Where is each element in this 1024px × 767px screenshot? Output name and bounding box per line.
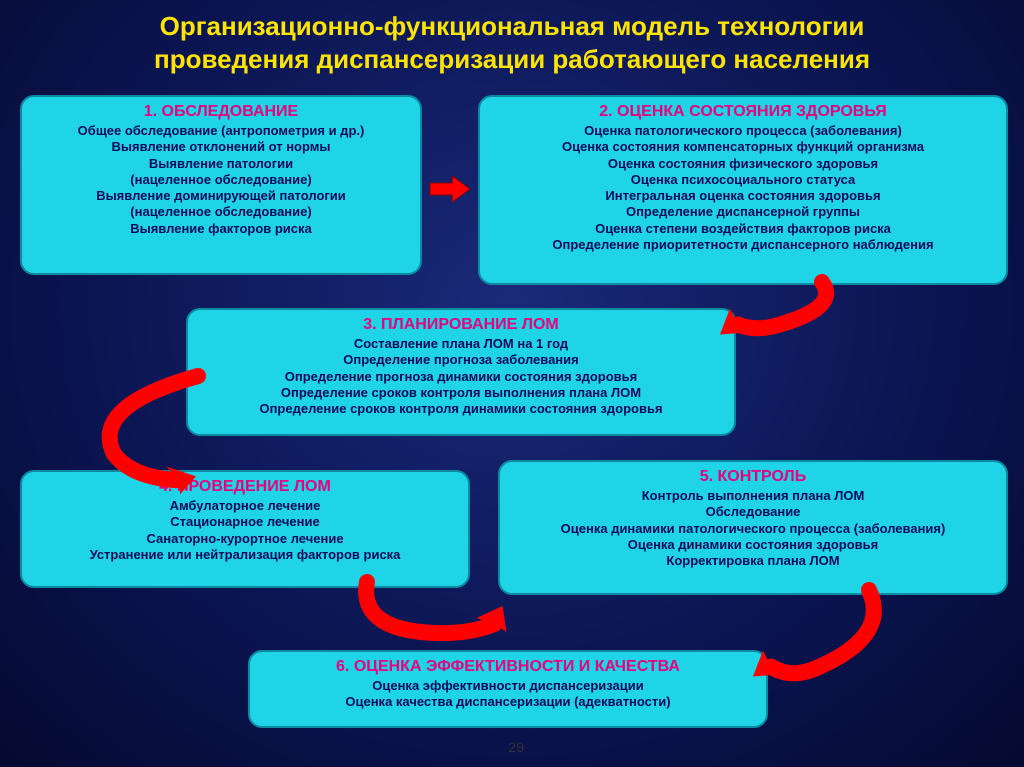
box-5-control: 5. КОНТРОЛЬ Контроль выполнения плана ЛОМ…: [498, 460, 1008, 595]
box-line: Корректировка плана ЛОМ: [510, 553, 996, 569]
box-heading: 3. ПЛАНИРОВАНИЕ ЛОМ: [198, 316, 724, 334]
arrow-2-to-3: [720, 282, 840, 332]
box-line: Оценка динамики состояния здоровья: [510, 537, 996, 553]
box-line: Выявление факторов риска: [32, 221, 410, 237]
box-line: Оценка психосоциального статуса: [490, 172, 996, 188]
box-line: Оценка динамики патологического процесса…: [510, 521, 996, 537]
box-line: (нацеленное обследование): [32, 204, 410, 220]
box-line: Выявление отклонений от нормы: [32, 139, 410, 155]
box-line: Оценка качества диспансеризации (адекват…: [260, 694, 756, 710]
box-4-treatment: 4. ПРОВЕДЕНИЕ ЛОМАмбулаторное лечениеСта…: [20, 470, 470, 588]
box-line: Выявление патологии: [32, 156, 410, 172]
box-line: Определение сроков контроля динамики сос…: [198, 401, 724, 417]
box-heading: 2. ОЦЕНКА СОСТОЯНИЯ ЗДОРОВЬЯ: [490, 103, 996, 121]
box-line: (нацеленное обследование): [32, 172, 410, 188]
box-line: Устранение или нейтрализация факторов ри…: [32, 547, 458, 563]
title-line-2: проведения диспансеризации работающего н…: [20, 43, 1004, 76]
title-line-1: Организационно-функциональная модель тех…: [20, 10, 1004, 43]
arrow-1-to-2: [428, 174, 472, 204]
box-3-planning: 3. ПЛАНИРОВАНИЕ ЛОМ Составление плана ЛОМ…: [186, 308, 736, 436]
box-heading: 1. ОБСЛЕДОВАНИЕ: [32, 103, 410, 121]
slide-title: Организационно-функциональная модель тех…: [0, 0, 1024, 81]
box-line: Определение диспансерной группы: [490, 204, 996, 220]
box-line: Стационарное лечение: [32, 514, 458, 530]
box-line: Оценка состояния физического здоровья: [490, 156, 996, 172]
box-line: Оценка состояния компенсаторных функций …: [490, 139, 996, 155]
box-line: Санаторно-курортное лечение: [32, 531, 458, 547]
box-line: Общее обследование (антропометрия и др.): [32, 123, 410, 139]
box-line: Оценка патологического процесса (заболев…: [490, 123, 996, 139]
box-line: Обследование: [510, 504, 996, 520]
box-1-examination: 1. ОБСЛЕДОВАНИЕ Общее обследование (антро…: [20, 95, 422, 275]
box-line: Контроль выполнения плана ЛОМ: [510, 488, 996, 504]
page-number: 29: [508, 739, 524, 755]
box-line: Выявление доминирующей патологии: [32, 188, 410, 204]
box-heading: 6. ОЦЕНКА ЭФФЕКТИВНОСТИ И КАЧЕСТВА: [260, 658, 756, 676]
box-line: Определение прогноза заболевания: [198, 352, 724, 368]
box-line: Оценка эффективности диспансеризации: [260, 678, 756, 694]
box-line: Определение сроков контроля выполнения п…: [198, 385, 724, 401]
arrow-3-to-4: [90, 370, 210, 490]
arrow-4-to-5: [350, 582, 520, 642]
arrow-5-to-6: [750, 590, 890, 680]
box-line: Определение приоритетности диспансерного…: [490, 237, 996, 253]
box-line: Оценка степени воздействия факторов риск…: [490, 221, 996, 237]
box-line: Интегральная оценка состояния здоровья: [490, 188, 996, 204]
box-heading: 5. КОНТРОЛЬ: [510, 468, 996, 486]
box-2-health-assessment: 2. ОЦЕНКА СОСТОЯНИЯ ЗДОРОВЬЯ Оценка патол…: [478, 95, 1008, 285]
box-6-effectiveness: 6. ОЦЕНКА ЭФФЕКТИВНОСТИ И КАЧЕСТВА Оценка…: [248, 650, 768, 728]
box-line: Составление плана ЛОМ на 1 год: [198, 336, 724, 352]
box-line: Амбулаторное лечение: [32, 498, 458, 514]
box-line: Определение прогноза динамики состояния …: [198, 369, 724, 385]
